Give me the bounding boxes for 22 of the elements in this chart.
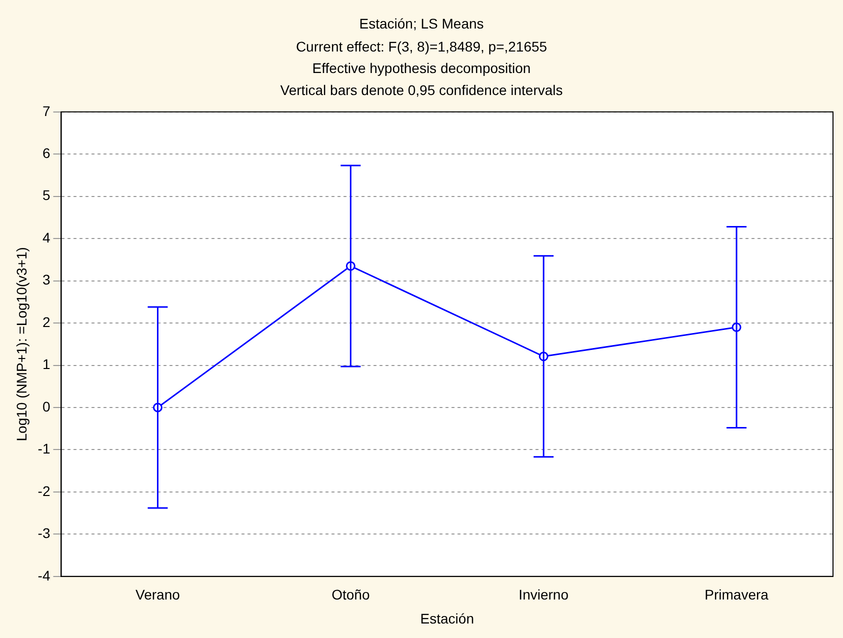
y-tick-label: -3 <box>38 525 50 542</box>
y-tick-label: -4 <box>38 567 50 584</box>
y-tick-label: 2 <box>42 314 50 330</box>
y-tick-label: 3 <box>42 272 50 288</box>
x-tick-label: Primavera <box>704 586 769 603</box>
x-tick-label: Verano <box>136 586 180 603</box>
chart-subtitle: Current effect: F(3, 8)=1,8489, p=,21655 <box>296 38 548 55</box>
y-tick-label: 1 <box>42 356 50 372</box>
x-tick-label: Otoño <box>332 586 370 603</box>
y-axis-title: Log10 (NMP+1): =Log10(v3+1) <box>13 247 30 442</box>
x-axis-title: Estación <box>420 610 474 626</box>
y-tick-label: 0 <box>42 398 50 414</box>
y-tick-label: 4 <box>42 229 50 246</box>
text: Vertical bars denote 0,95 confidence intervals <box>280 82 563 98</box>
y-tick-label: 5 <box>42 187 50 204</box>
x-tick-label: Invierno <box>518 586 569 603</box>
y-tick-label: 7 <box>42 102 50 119</box>
y-tick-label: -2 <box>38 482 50 499</box>
y-tick-label: -1 <box>38 440 50 457</box>
chart-title: Estación; LS Means <box>359 15 484 32</box>
y-tick-label: 6 <box>42 144 50 161</box>
text: Effective hypothesis decomposition <box>312 60 531 76</box>
